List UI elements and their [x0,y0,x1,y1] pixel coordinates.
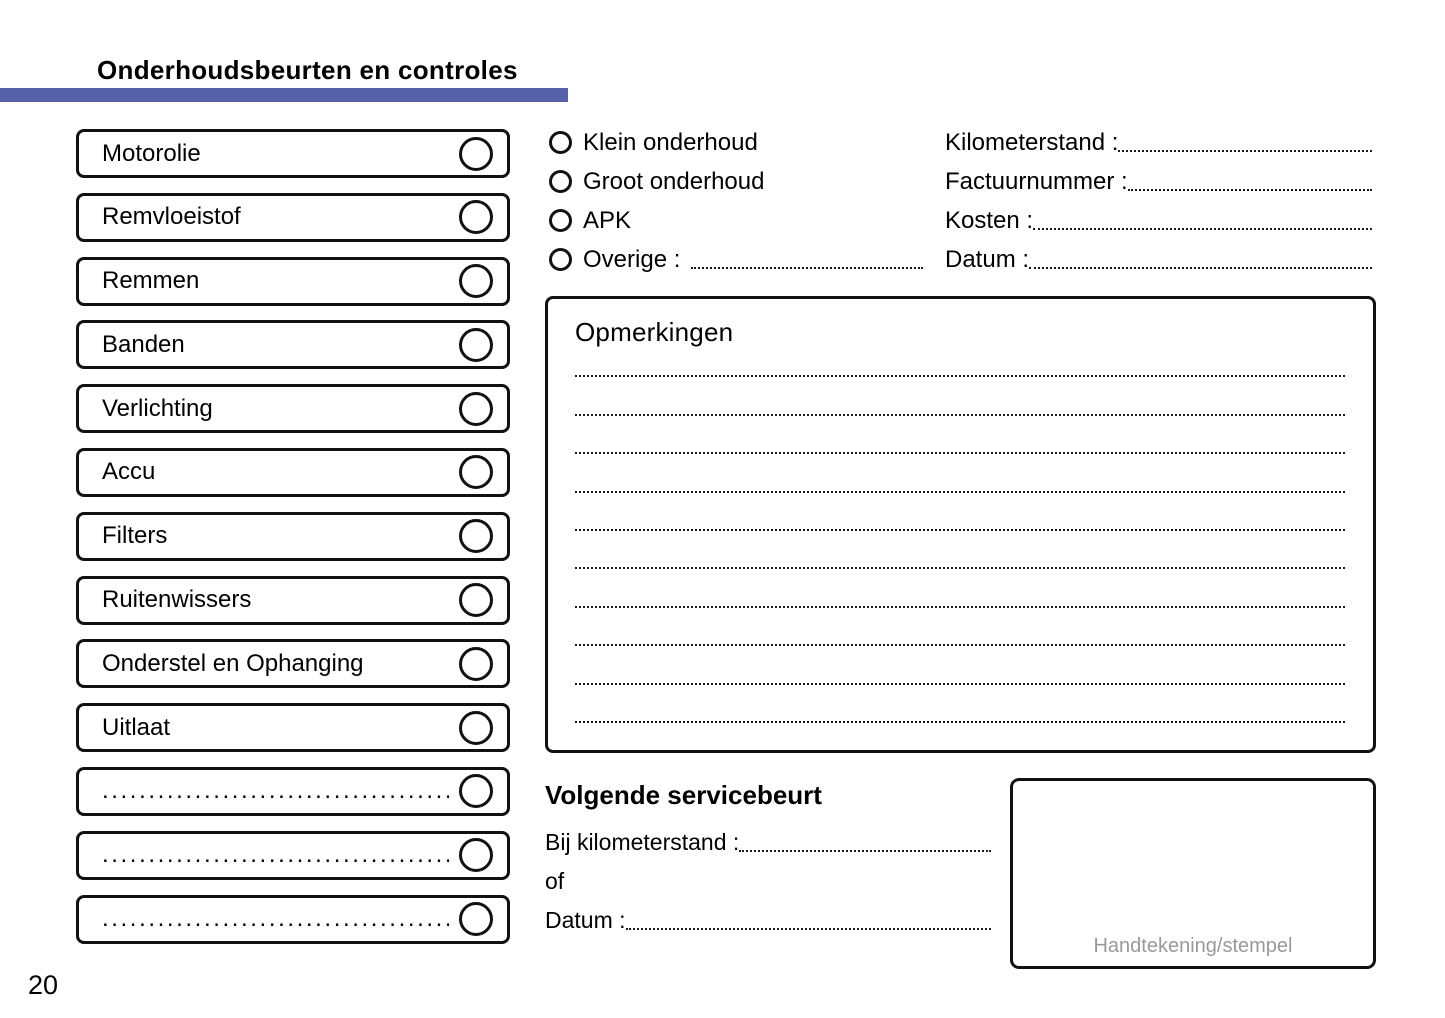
option-label: APK [583,206,632,234]
checklist-item-label: Filters [102,522,168,550]
checklist-item-remmen: Remmen [76,256,510,306]
option-klein-onderhoud: Klein onderhoud [549,123,923,162]
checklist-item-label: Remmen [102,267,200,295]
next-service-date-label: Datum : [545,907,626,933]
checklist-item-ruitenwissers: Ruitenwissers [76,575,510,625]
checkbox-circle[interactable] [459,136,493,171]
remarks-fill-line[interactable] [575,646,1345,685]
overige-fill-line[interactable] [691,267,923,269]
checklist-item-blank-2: ...................................... [76,830,510,880]
option-label: Groot onderhoud [583,167,765,195]
checkbox-circle[interactable] [459,200,493,235]
checklist-item-uitlaat: Uitlaat [76,703,510,753]
checkbox-circle[interactable] [459,646,493,681]
blank-item-fill-line[interactable]: ...................................... [102,905,449,933]
checklist-item-onderstel: Onderstel en Ophanging [76,639,510,689]
checklist-item-label: Ruitenwissers [102,586,252,614]
kilometerstand-fill-line[interactable] [1118,150,1372,152]
checkbox-circle[interactable] [459,264,493,299]
next-service-or-label: of [545,868,565,894]
field-factuurnummer: Factuurnummer : [945,162,1372,201]
option-groot-onderhoud: Groot onderhoud [549,162,923,201]
next-service-date-fill-line[interactable] [625,928,991,930]
remarks-lines [575,339,1345,723]
datum-fill-line[interactable] [1029,267,1372,269]
checkbox-circle[interactable] [459,710,493,745]
next-service-title: Volgende servicebeurt [545,780,822,810]
remarks-fill-line[interactable] [575,493,1345,531]
field-kilometerstand: Kilometerstand : [945,123,1372,162]
checklist-item-label: Motorolie [102,139,201,167]
remarks-fill-line[interactable] [575,569,1345,608]
checklist-item-label: Onderstel en Ophanging [102,649,364,677]
option-apk: APK [549,201,923,240]
next-service-or-row: of [545,862,991,901]
remarks-fill-line[interactable] [575,339,1345,378]
checklist-item-label: Accu [102,458,156,486]
checklist-item-motorolie: Motorolie [76,129,510,178]
field-label: Datum : [945,246,1030,273]
remarks-box: Opmerkingen [545,296,1376,753]
radio-circle[interactable] [549,131,572,154]
remarks-title: Opmerkingen [575,317,734,347]
field-label: Kosten : [945,207,1034,234]
page-title: Onderhoudsbeurten en controles [97,55,518,85]
field-datum: Datum : [945,240,1372,279]
checkbox-circle[interactable] [459,455,493,490]
checkbox-circle[interactable] [459,774,493,809]
checklist-item-label: Uitlaat [102,713,171,741]
blank-item-fill-line[interactable]: ...................................... [102,777,449,805]
checklist-item-blank-1: ...................................... [76,766,510,816]
blank-item-fill-line[interactable]: ...................................... [102,841,449,869]
maintenance-checklist: Motorolie Remvloeistof Remmen Banden Ver… [76,129,510,944]
remarks-fill-line[interactable] [575,454,1345,493]
field-label: Factuurnummer : [945,168,1128,195]
checklist-item-accu: Accu [76,447,510,497]
kosten-fill-line[interactable] [1033,228,1372,230]
title-underline-bar [0,88,568,102]
next-service-date-row: Datum : [545,901,991,940]
signature-label: Handtekening/stempel [1093,935,1293,957]
service-detail-fields: Kilometerstand : Factuurnummer : Kosten … [945,123,1372,279]
checklist-item-blank-3: ...................................... [76,894,510,944]
remarks-fill-line[interactable] [575,416,1345,455]
radio-circle[interactable] [549,209,572,232]
next-service-km-label: Bij kilometerstand : [545,829,740,855]
checklist-item-filters: Filters [76,511,510,561]
checkbox-circle[interactable] [459,838,493,873]
field-kosten: Kosten : [945,201,1372,240]
checklist-item-verlichting: Verlichting [76,384,510,434]
next-service-km-row: Bij kilometerstand : [545,823,991,862]
factuurnummer-fill-line[interactable] [1127,189,1372,191]
checkbox-circle[interactable] [459,327,493,362]
next-service-section: Volgende servicebeurt Bij kilometerstand… [545,780,991,940]
checkbox-circle[interactable] [459,902,493,937]
remarks-fill-line[interactable] [575,377,1345,416]
remarks-fill-line[interactable] [575,608,1345,647]
checkbox-circle[interactable] [459,519,493,554]
checkbox-circle[interactable] [459,391,493,426]
remarks-fill-line[interactable] [575,685,1345,723]
next-service-km-fill-line[interactable] [739,850,991,852]
radio-circle[interactable] [549,248,572,271]
signature-box[interactable]: Handtekening/stempel [1010,778,1376,969]
checklist-item-label: Banden [102,330,185,358]
option-label: Klein onderhoud [583,128,758,156]
checklist-item-label: Verlichting [102,394,213,422]
remarks-fill-line[interactable] [575,531,1345,570]
service-type-options: Klein onderhoud Groot onderhoud APK Over… [549,123,923,279]
checkbox-circle[interactable] [459,583,493,618]
option-overige: Overige : [549,240,923,279]
checklist-item-banden: Banden [76,320,510,370]
field-label: Kilometerstand : [945,129,1119,156]
checklist-item-label: Remvloeistof [102,203,241,231]
page-number: 20 [28,970,59,1000]
radio-circle[interactable] [549,170,572,193]
checklist-item-remvloeistof: Remvloeistof [76,192,510,242]
option-label: Overige : [583,245,681,273]
